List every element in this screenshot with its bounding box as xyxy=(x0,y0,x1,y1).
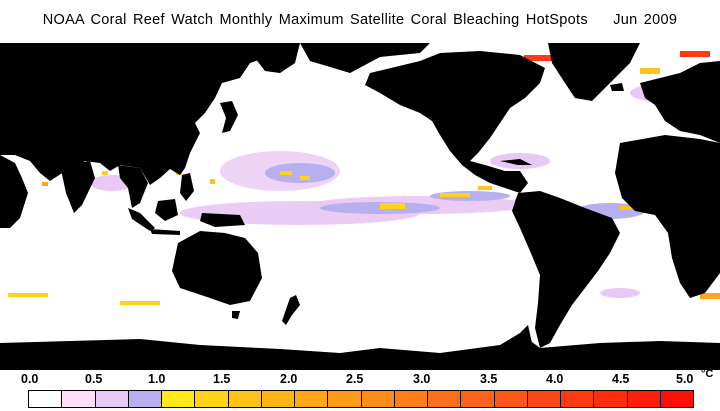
hotspot-yellow xyxy=(280,171,292,175)
hotspot-yellow xyxy=(300,176,310,180)
legend-swatch xyxy=(195,391,229,407)
hotspot-yellow xyxy=(380,203,405,209)
hotspot-band xyxy=(265,163,335,183)
legend-swatch xyxy=(361,391,395,407)
hotspot-yellow xyxy=(102,171,108,175)
landmass-philippines xyxy=(180,173,194,201)
legend-tick-label: 2.0 xyxy=(280,372,298,386)
legend-swatch xyxy=(660,391,693,407)
legend-swatch xyxy=(328,391,362,407)
legend-unit: °C xyxy=(701,368,714,380)
hotspot-yellow xyxy=(42,182,48,186)
land-layer xyxy=(0,43,720,370)
hotspot-yellow xyxy=(700,293,720,299)
map-title: NOAA Coral Reef Watch Monthly Maximum Sa… xyxy=(0,12,720,28)
landmass-eurasia-west xyxy=(0,43,270,185)
hotspot-yellow xyxy=(120,301,160,305)
hotspot-yellow xyxy=(478,186,492,190)
legend-swatch xyxy=(561,391,595,407)
landmass-se-asia xyxy=(118,165,148,208)
hotspot-band xyxy=(600,288,640,298)
landmass-africa-east xyxy=(0,155,28,228)
landmass-india xyxy=(60,161,95,213)
landmass-cuba xyxy=(500,159,532,165)
legend-swatch xyxy=(594,391,628,407)
legend-tick-label: 0.0 xyxy=(21,372,39,386)
landmass-antarctica xyxy=(0,333,720,370)
landmass-south-america xyxy=(512,191,620,348)
landmass-australia xyxy=(172,231,262,305)
landmass-new-zealand xyxy=(282,295,300,325)
hotspot-hot xyxy=(680,51,710,57)
hotspot-hot xyxy=(524,55,554,61)
landmass-antarctic-peninsula xyxy=(520,325,532,347)
legend-swatch xyxy=(461,391,495,407)
legend-tick-label: 2.5 xyxy=(346,372,364,386)
hotspot-yellow xyxy=(210,179,215,184)
legend-tick-label: 5.0 xyxy=(676,372,694,386)
landmass-java xyxy=(150,229,180,235)
legend-swatch xyxy=(228,391,262,407)
date-text: Jun 2009 xyxy=(613,12,678,28)
legend-swatch xyxy=(62,391,96,407)
legend-swatch xyxy=(527,391,561,407)
landmass-greenland xyxy=(548,43,640,101)
landmass-iceland xyxy=(610,83,624,91)
hotspot-yellow xyxy=(440,193,470,197)
legend-color-scale xyxy=(28,390,694,408)
landmass-madagascar xyxy=(706,248,714,273)
landmass-tasmania xyxy=(232,311,240,319)
legend-swatch xyxy=(261,391,295,407)
landmass-alaska xyxy=(255,43,300,73)
legend-swatch xyxy=(428,391,462,407)
hotspot-yellow xyxy=(620,206,632,210)
legend-swatch xyxy=(162,391,196,407)
legend-swatch xyxy=(29,391,63,407)
title-text: NOAA Coral Reef Watch Monthly Maximum Sa… xyxy=(42,12,588,28)
landmass-japan xyxy=(220,101,238,133)
legend-tick-label: 1.5 xyxy=(213,372,231,386)
landmass-new-guinea xyxy=(200,213,245,227)
landmass-africa xyxy=(615,135,720,298)
legend-swatch xyxy=(627,391,661,407)
hotspot-yellow xyxy=(8,293,48,297)
legend-tick-label: 0.5 xyxy=(85,372,103,386)
world-map xyxy=(0,43,720,370)
legend-swatch xyxy=(128,391,162,407)
landmass-sumatra xyxy=(128,208,155,231)
legend-swatch xyxy=(95,391,129,407)
legend-tick-label: 1.0 xyxy=(148,372,166,386)
legend-tick-label: 4.5 xyxy=(612,372,630,386)
hotspot-yellow xyxy=(640,68,660,74)
landmass-borneo xyxy=(155,199,178,221)
landmass-europe xyxy=(640,61,720,143)
legend-swatch xyxy=(394,391,428,407)
color-legend: 0.0 0.5 1.0 1.5 2.0 2.5 3.0 3.5 4.0 4.5 … xyxy=(0,368,720,411)
legend-tick-label: 3.5 xyxy=(480,372,498,386)
landmass-arctic-islands xyxy=(300,43,430,73)
legend-swatch xyxy=(494,391,528,407)
legend-tick-label: 4.0 xyxy=(546,372,564,386)
legend-swatch xyxy=(295,391,329,407)
legend-tick-label: 3.0 xyxy=(413,372,431,386)
landmass-north-america xyxy=(365,51,545,193)
